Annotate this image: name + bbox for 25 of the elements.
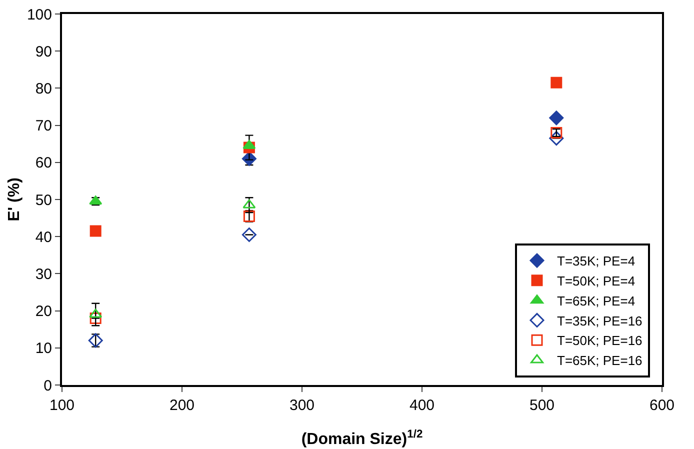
y-tick-label: 0 (44, 377, 52, 394)
x-tick-label: 600 (649, 397, 675, 414)
y-tick-label: 60 (35, 154, 52, 172)
legend-label: T=65K; PE=4 (557, 293, 636, 308)
legend-label: T=50K; PE=16 (557, 333, 642, 348)
y-tick-label: 90 (35, 43, 52, 60)
legend-label: T=35K; PE=4 (557, 254, 636, 269)
y-tick-label: 40 (35, 228, 52, 246)
y-tick-label: 20 (35, 303, 52, 320)
x-tick-label: 400 (409, 397, 435, 414)
y-tick-label: 100 (26, 6, 52, 24)
y-axis-title: E' (%) (6, 178, 23, 222)
legend-label: T=50K; PE=4 (557, 274, 636, 288)
legend-label: T=35K; PE=16 (557, 313, 642, 328)
x-axis-title: (Domain Size)$^{1/2}$ (301, 428, 423, 448)
x-tick-label: 300 (289, 397, 315, 414)
y-tick-label: 30 (35, 266, 52, 283)
y-tick-label: 80 (35, 80, 52, 98)
x-tick-label: 500 (529, 397, 555, 414)
legend-label: T=65K; PE=16 (557, 353, 642, 368)
y-tick-label: 50 (35, 192, 52, 209)
y-tick-label: 70 (35, 118, 52, 135)
x-tick-label: 200 (169, 397, 195, 414)
y-tick-label: 10 (35, 340, 52, 358)
x-tick-label: 100 (49, 397, 75, 414)
